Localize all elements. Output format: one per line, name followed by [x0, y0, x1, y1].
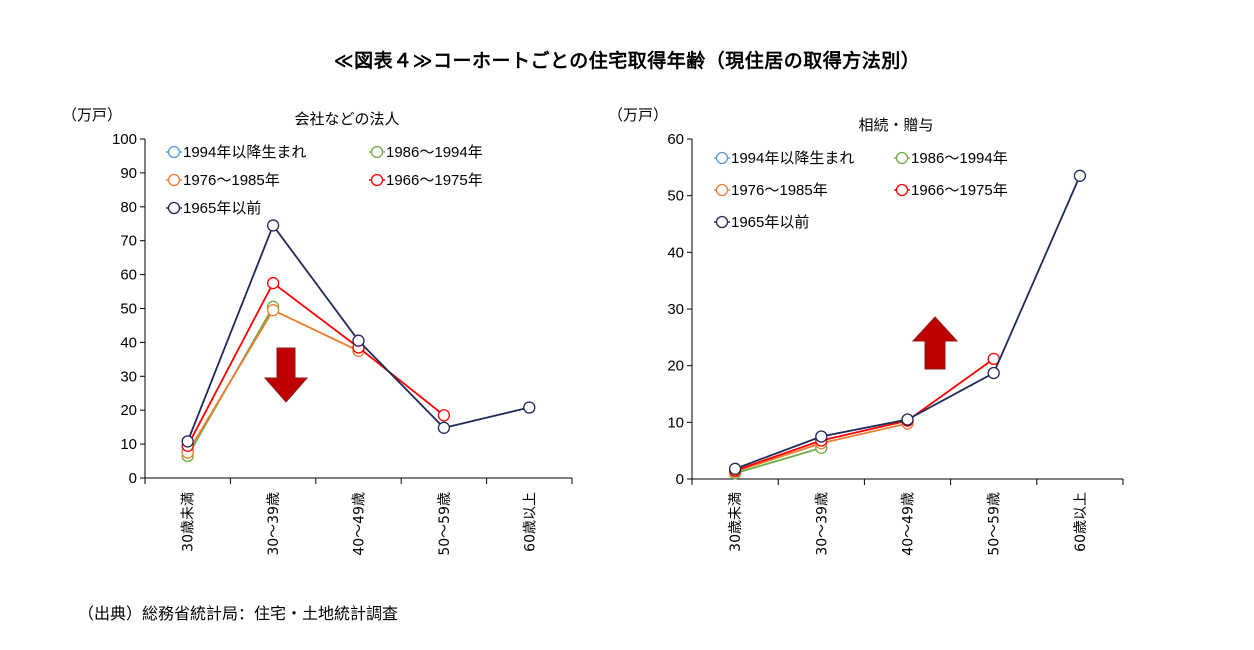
y-tick-label: 30 — [120, 368, 137, 385]
legend-label: 1986〜1994年 — [386, 144, 483, 161]
arrow-up-icon — [911, 316, 959, 370]
source-note: （出典）総務省統計局：住宅・土地統計調査 — [78, 604, 399, 623]
y-axis-unit: （万戸） — [62, 106, 122, 124]
x-tick-label: 60歳以上 — [522, 492, 538, 552]
figure-title: ≪図表４≫コーホートごとの住宅取得年齢（現住居の取得方法別） — [333, 50, 921, 72]
legend-marker — [715, 183, 729, 197]
legend-label: 1966〜1975年 — [386, 172, 483, 189]
y-tick-label: 20 — [120, 402, 137, 419]
data-point — [815, 430, 828, 443]
legend-label: 1994年以降生まれ — [731, 150, 854, 167]
legend-marker — [167, 173, 181, 187]
y-tick-label: 40 — [120, 334, 137, 351]
legend-marker — [895, 151, 909, 165]
y-tick-label: 90 — [120, 165, 137, 182]
data-point — [437, 409, 451, 422]
chart-title: 会社などの法人 — [294, 110, 399, 128]
legend-label: 1965年以前 — [183, 200, 261, 217]
legend-marker — [715, 215, 729, 229]
x-tick-label: 30〜39歳 — [814, 492, 830, 556]
legend-label: 1965年以前 — [731, 214, 809, 231]
y-tick-label: 0 — [676, 471, 684, 488]
y-tick-label: 60 — [667, 131, 684, 148]
arrow-down-icon — [263, 347, 309, 403]
legend-label: 1976〜1985年 — [183, 172, 280, 189]
legend-marker — [715, 151, 729, 165]
data-point — [437, 421, 451, 434]
y-tick-label: 70 — [120, 233, 137, 250]
series-line — [186, 223, 530, 442]
data-point — [728, 462, 742, 475]
legend-label: 1994年以降生まれ — [183, 144, 306, 161]
x-tick-label: 40〜49歳 — [352, 492, 368, 556]
data-point — [181, 435, 194, 448]
chart-2: 相続・贈与 （万戸） 0 10 20 30 40 50 60 30歳未満 30〜39歳 40〜49歳 5… — [608, 106, 1124, 556]
y-tick-label: 50 — [120, 301, 137, 318]
y-tick-label: 50 — [667, 188, 684, 205]
y-tick-label: 30 — [667, 301, 684, 318]
x-tick-label: 30〜39歳 — [266, 492, 282, 556]
data-point — [352, 334, 365, 347]
y-tick-label: 40 — [667, 244, 684, 261]
data-point — [901, 413, 914, 426]
legend-marker — [895, 183, 909, 197]
data-point — [987, 366, 1000, 380]
legend-label: 1966〜1975年 — [911, 182, 1008, 199]
data-point — [266, 276, 280, 290]
chart-title: 相続・贈与 — [858, 116, 933, 134]
y-tick-label: 100 — [112, 131, 137, 148]
y-tick-label: 80 — [120, 199, 137, 216]
legend-marker — [370, 145, 384, 159]
series-line — [734, 446, 822, 475]
x-tick-label: 40〜49歳 — [901, 492, 917, 556]
x-tick-label: 60歳以上 — [1073, 492, 1089, 552]
y-tick-label: 10 — [667, 414, 684, 431]
y-axis-unit: （万戸） — [608, 106, 668, 124]
legend-marker — [167, 145, 181, 159]
data-point — [1073, 169, 1087, 182]
x-tick-label: 50〜59歳 — [437, 492, 453, 556]
chart-1: 会社などの法人 （万戸） 0 10 20 30 40 50 60 70 80 90 100 30歳未満 30… — [62, 106, 573, 556]
legend-marker — [167, 201, 181, 215]
y-tick-label: 60 — [120, 267, 137, 284]
data-point — [523, 401, 536, 414]
y-tick-label: 0 — [129, 470, 137, 487]
x-tick-label: 50〜59歳 — [987, 492, 1003, 556]
legend-marker — [370, 173, 384, 187]
y-tick-label: 20 — [667, 358, 684, 375]
y-tick-label: 10 — [120, 436, 137, 453]
data-point — [266, 304, 280, 317]
legend-label: 1986〜1994年 — [911, 150, 1008, 167]
data-point — [266, 219, 280, 232]
legend-label: 1976〜1985年 — [731, 182, 828, 199]
x-tick-label: 30歳未満 — [181, 492, 197, 552]
series-line — [734, 358, 995, 472]
series-line — [186, 281, 445, 447]
x-tick-label: 30歳未満 — [728, 492, 744, 552]
